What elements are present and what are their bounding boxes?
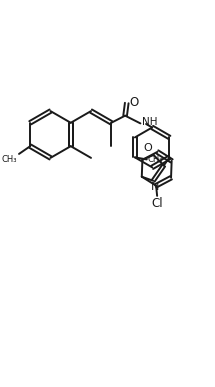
Text: NH: NH <box>142 117 158 127</box>
Text: Cl: Cl <box>151 197 163 211</box>
Text: N: N <box>151 182 159 192</box>
Text: CH₃: CH₃ <box>2 155 17 164</box>
Text: O: O <box>143 143 152 153</box>
Text: O: O <box>129 96 138 109</box>
Text: CH₃: CH₃ <box>148 155 163 164</box>
